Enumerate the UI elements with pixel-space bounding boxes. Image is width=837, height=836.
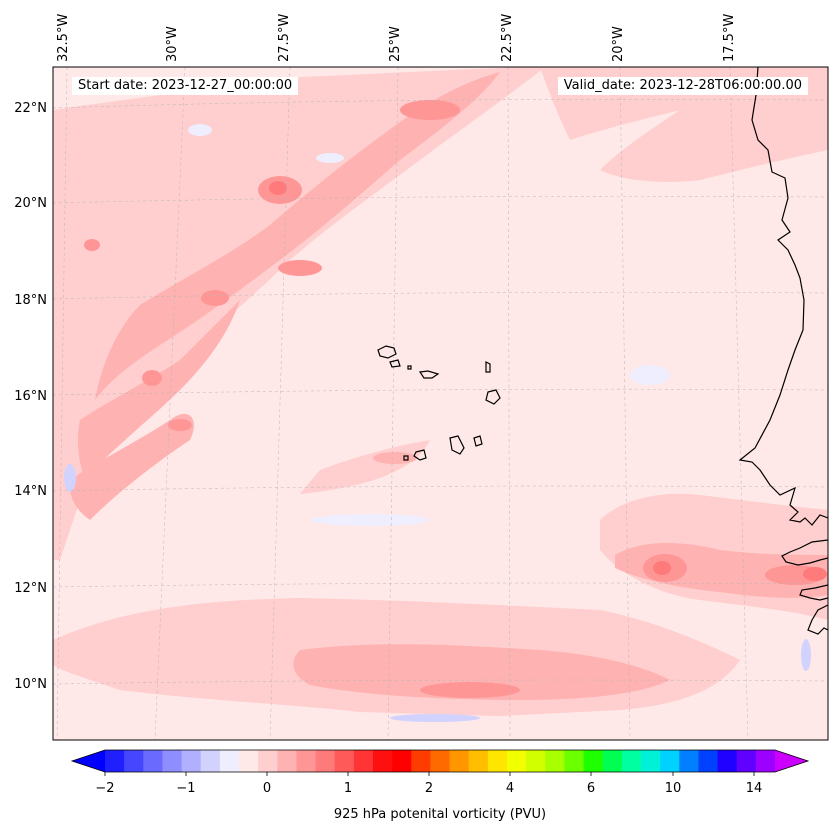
colorbar-segment	[468, 750, 489, 772]
colorbar-tick-label: 0	[263, 781, 271, 796]
lon-label: 20°W	[611, 26, 626, 62]
colorbar-segment	[124, 750, 144, 772]
pv-band-core-3	[69, 413, 194, 520]
colorbar-segment	[162, 750, 183, 772]
colorbar-ticks	[104, 772, 755, 776]
colorbar-segment	[430, 750, 451, 772]
colorbar-segment	[334, 750, 355, 772]
colorbar-segment	[258, 750, 278, 772]
colorbar-tick-label: 1	[344, 781, 352, 796]
lon-label: 25°W	[388, 26, 403, 62]
pv-neg-5	[801, 639, 811, 671]
lat-label: 18°N	[14, 293, 47, 308]
colorbar-segment	[449, 750, 470, 772]
colorbar-segment	[315, 750, 336, 772]
coastline-guinea	[781, 539, 828, 635]
colorbar-segment	[583, 750, 604, 772]
pv-max-islands	[373, 452, 417, 464]
colorbar-segment	[660, 750, 680, 772]
colorbar-segment	[181, 750, 202, 772]
colorbar-segment	[373, 750, 393, 772]
pv-max-5	[168, 419, 192, 431]
colorbar-extend-max	[775, 750, 808, 772]
pv-neg-6	[630, 365, 670, 385]
pv-max-north-core	[269, 181, 287, 195]
pv-max-4	[84, 239, 100, 251]
pv-neg-3	[64, 464, 76, 492]
pv-neg-4	[390, 714, 480, 722]
pv-max-7	[400, 100, 460, 120]
cape-verde-islands	[377, 345, 501, 461]
colorbar-segment	[105, 750, 125, 772]
colorbar-segment	[736, 750, 757, 772]
lon-label: 32.5°W	[56, 14, 71, 62]
colorbar-tick-label: −1	[176, 781, 195, 796]
colorbar-segment	[296, 750, 317, 772]
colorbar-segment	[219, 750, 240, 772]
colorbar: −2 −1 0 1 2 4 6 10 14	[70, 749, 810, 796]
colorbar-segment	[143, 750, 163, 772]
colorbar-segment	[507, 750, 527, 772]
lon-axis-labels: 32.5°W 30°W 27.5°W 25°W 22.5°W 20°W 17.5…	[56, 14, 737, 62]
pv-band-south-core	[293, 644, 670, 700]
colorbar-segment	[200, 750, 221, 772]
colorbar-segment	[698, 750, 719, 772]
gridlines	[53, 67, 828, 740]
pv-neg-7	[316, 153, 344, 163]
colorbar-tick-label: −2	[95, 781, 114, 796]
lat-label: 16°N	[14, 389, 47, 404]
pv-max-coast-core	[803, 567, 827, 581]
map-frame	[52, 66, 829, 741]
colorbar-segment	[239, 750, 259, 772]
colorbar-title: 925 hPa potenital vorticity (PVU)	[333, 807, 547, 822]
colorbar-segment	[545, 750, 565, 772]
start-date-label: Start date: 2023-12-27_00:00:00	[72, 77, 299, 95]
lat-label: 12°N	[14, 581, 47, 596]
colorbar-segment	[679, 750, 699, 772]
pv-max-6	[278, 260, 322, 276]
colorbar-tick-label: 4	[506, 781, 514, 796]
pv-band-core-2	[77, 300, 240, 480]
colorbar-tick-label: 14	[746, 781, 763, 796]
colorbar-tick-labels: −2 −1 0 1 2 4 6 10 14	[95, 781, 762, 796]
colorbar-tick-label: 6	[587, 781, 595, 796]
colorbar-segment	[392, 750, 412, 772]
lat-label: 14°N	[14, 484, 47, 499]
coastline-africa	[738, 67, 828, 526]
pv-max-south	[420, 682, 520, 698]
colorbar-segment	[353, 750, 374, 772]
pv-neg-1	[188, 124, 212, 136]
pv-contour-field	[53, 67, 828, 740]
colorbar-segment	[277, 750, 297, 772]
pv-max-2	[201, 290, 229, 306]
pv-max-3	[142, 370, 162, 386]
colorbar-tick-label: 2	[425, 781, 433, 796]
lat-label: 22°N	[14, 101, 47, 116]
colorbar-segment	[564, 750, 585, 772]
colorbar-segment	[755, 750, 776, 772]
pv-band-northwest	[53, 67, 545, 560]
lon-label: 30°W	[165, 26, 180, 62]
lat-label: 20°N	[14, 196, 47, 211]
pv-max-southeast-core	[653, 561, 671, 575]
lon-label: 27.5°W	[277, 14, 292, 62]
colorbar-segment	[526, 750, 546, 772]
colorbar-segment	[621, 750, 642, 772]
colorbar-segment	[487, 750, 508, 772]
lat-label: 10°N	[14, 677, 47, 692]
colorbar-tick-label: 10	[665, 781, 682, 796]
colorbar-segments	[105, 750, 776, 772]
colorbar-segment	[411, 750, 431, 772]
lat-axis-labels: 22°N 20°N 18°N 16°N 14°N 12°N 10°N	[14, 101, 47, 692]
valid-date-label: Valid_date: 2023-12-28T06:00:00.00	[557, 77, 808, 95]
colorbar-extend-min	[72, 750, 105, 772]
lon-label: 17.5°W	[722, 14, 737, 62]
pv-band-core-west	[95, 72, 500, 400]
lon-label: 22.5°W	[500, 14, 515, 62]
colorbar-segment	[602, 750, 623, 772]
colorbar-segment	[717, 750, 738, 772]
pv-neg-2	[310, 514, 430, 526]
colorbar-segment	[641, 750, 661, 772]
